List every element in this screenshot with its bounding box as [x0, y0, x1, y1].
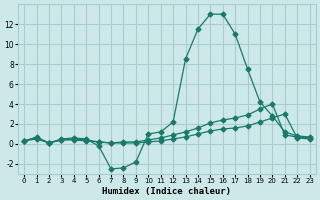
X-axis label: Humidex (Indice chaleur): Humidex (Indice chaleur) — [102, 187, 231, 196]
